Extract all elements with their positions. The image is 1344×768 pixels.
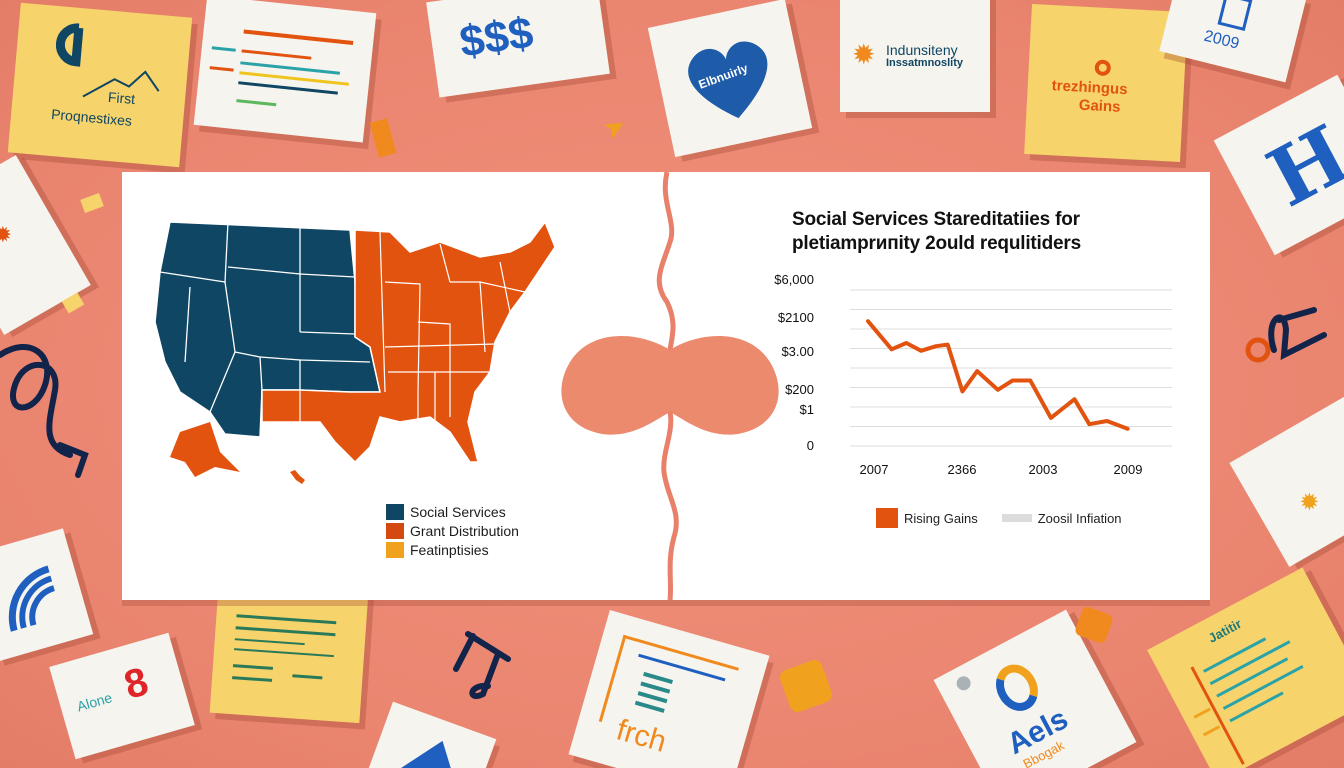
timeline-title: Jatitir [1205, 615, 1245, 646]
x-tick-label: 2007 [860, 462, 889, 477]
line-chart: $6,000 $2100 $3.00 $200 $1 0 2007 2366 2003 2009 [774, 272, 1172, 477]
chart-legend: Rising Gains Zoosil Infiation [876, 508, 1122, 528]
document-thumbnail-card [193, 0, 377, 143]
chart-gridlines [850, 289, 1172, 447]
legend-item-featinptisies: Featinptisies [386, 540, 519, 559]
industry-card: ✹ Indunsiteny Inssatmnoslity [840, 0, 990, 112]
legend-swatch [386, 541, 404, 558]
legend-item-social-services: Social Services [386, 502, 519, 521]
legend-label: Featinptisies [410, 541, 489, 558]
y-tick-label: 0 [807, 438, 814, 453]
sticky-note-first: First Proqnestixes [7, 2, 193, 168]
puzzle-divider [561, 172, 779, 600]
y-tick-label: $2100 [778, 310, 814, 325]
sticky-note-list [209, 582, 369, 724]
scribble-glyph-icon [453, 631, 511, 699]
legend-item-grant-distribution: Grant Distribution [386, 521, 519, 540]
mountain-logo-icon [55, 23, 160, 98]
chart-title-line1: Social Services Stareditatiies for [792, 209, 1080, 230]
y-tick-label: $6,000 [774, 272, 814, 287]
legend-swatch [386, 503, 404, 520]
us-choropleth-map [154, 222, 556, 484]
sunburst-icon: ✹ [852, 39, 876, 70]
eight-digit: 8 [119, 659, 154, 708]
wifi-icon [8, 565, 56, 632]
map-region-alaska [170, 422, 240, 477]
y-tick-label: $3.00 [781, 344, 814, 359]
heart-icon [688, 41, 768, 119]
legend-swatch-inflation [1001, 514, 1032, 522]
map-region-hawaii [290, 470, 305, 484]
year-text: 2009 [1202, 27, 1241, 53]
legend-swatch-rising-gains [876, 508, 898, 528]
wifi-card [0, 528, 94, 662]
gains-text-line2: Gains [1078, 96, 1121, 116]
infographic-panel: Social Services Grant Distribution Feati… [122, 172, 1210, 600]
industry-text-line2: Inssatmnoslity [886, 57, 964, 69]
legend-label-rising-gains: Rising Gains [904, 510, 978, 526]
sunburst-icon: ✹ [0, 219, 18, 250]
x-tick-label: 2003 [1029, 462, 1058, 477]
chart-x-axis: 2007 2366 2003 2009 [860, 462, 1143, 477]
series-rising-gains [866, 319, 1130, 431]
gains-text-line1: trezhingus [1051, 77, 1128, 99]
sticky-note-gains: trezhingus Gains [1024, 4, 1188, 162]
ring-logo-icon [988, 657, 1046, 719]
chart-title-line2: pletiamprипity 2ould requlitiders [792, 233, 1081, 254]
y-tick-label: $200 [785, 382, 814, 397]
sunburst-icon: ✹ [1294, 485, 1326, 520]
map-legend: Social Services Grant Distribution Feati… [386, 502, 519, 559]
legend-swatch [386, 522, 404, 539]
chart-title: Social Services Stareditatiies for pleti… [792, 208, 1192, 256]
list-document-icon [1217, 0, 1253, 32]
y-tick-label: $1 [800, 402, 814, 417]
scribble-arrow-icon [0, 343, 89, 478]
eight-sub-text: Alone [75, 689, 114, 715]
scribble-glyph-icon [1245, 307, 1327, 363]
dollar-signs-icon: $$$ [456, 8, 537, 67]
letter-h-icon: H [1253, 106, 1344, 226]
pushpin-icon [954, 673, 974, 693]
industry-text-line1: Indunsiteny [886, 42, 958, 58]
chart-y-axis: $6,000 $2100 $3.00 $200 $1 0 [774, 272, 814, 453]
legend-label-inflation: Zoosil Infiation [1037, 510, 1122, 526]
x-tick-label: 2366 [948, 462, 977, 477]
x-tick-label: 2009 [1114, 462, 1143, 477]
note-text-line1: First [107, 88, 136, 108]
heart-card: Elbnuirly [647, 0, 813, 158]
legend-label: Social Services [410, 503, 506, 520]
legend-label: Grant Distribution [410, 522, 519, 539]
